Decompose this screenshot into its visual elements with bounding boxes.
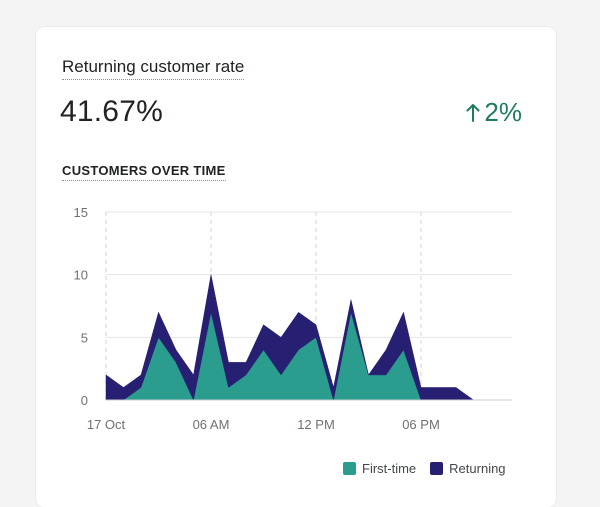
x-tick-label-3: 06 PM [402, 417, 440, 432]
metric-value: 41.67% [60, 95, 163, 128]
y-tick-label-15: 15 [74, 205, 88, 220]
returning-customer-card [36, 27, 556, 507]
section-title[interactable]: CUSTOMERS OVER TIME [62, 163, 226, 181]
legend-item-first-time[interactable]: First-time [343, 461, 416, 476]
chart-legend: First-time Returning [343, 461, 506, 476]
delta-value: 2% [484, 97, 522, 127]
y-tick-label-10: 10 [74, 268, 88, 283]
x-tick-label-0: 17 Oct [87, 417, 126, 432]
legend-swatch-first-time [343, 462, 356, 475]
y-tick-label-0: 0 [81, 393, 88, 408]
card-title[interactable]: Returning customer rate [62, 57, 245, 80]
x-tick-label-2: 12 PM [297, 417, 335, 432]
legend-swatch-returning [430, 462, 444, 475]
delta-indicator: 2% [466, 97, 522, 128]
x-tick-label-1: 06 AM [193, 417, 230, 432]
legend-label-returning: Returning [449, 461, 506, 476]
y-tick-label-5: 5 [81, 330, 88, 345]
legend-label-first-time: First-time [362, 461, 417, 476]
arrow-up-icon [466, 103, 480, 122]
legend-item-returning[interactable]: Returning [430, 461, 506, 476]
